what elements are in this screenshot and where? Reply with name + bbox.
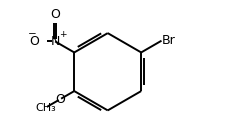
Text: CH₃: CH₃	[35, 103, 56, 113]
Text: O: O	[29, 35, 39, 48]
Text: +: +	[58, 30, 66, 39]
Text: Br: Br	[161, 34, 175, 47]
Text: −: −	[27, 29, 36, 39]
Text: O: O	[55, 93, 65, 106]
Text: O: O	[50, 8, 60, 21]
Text: N: N	[50, 35, 60, 48]
